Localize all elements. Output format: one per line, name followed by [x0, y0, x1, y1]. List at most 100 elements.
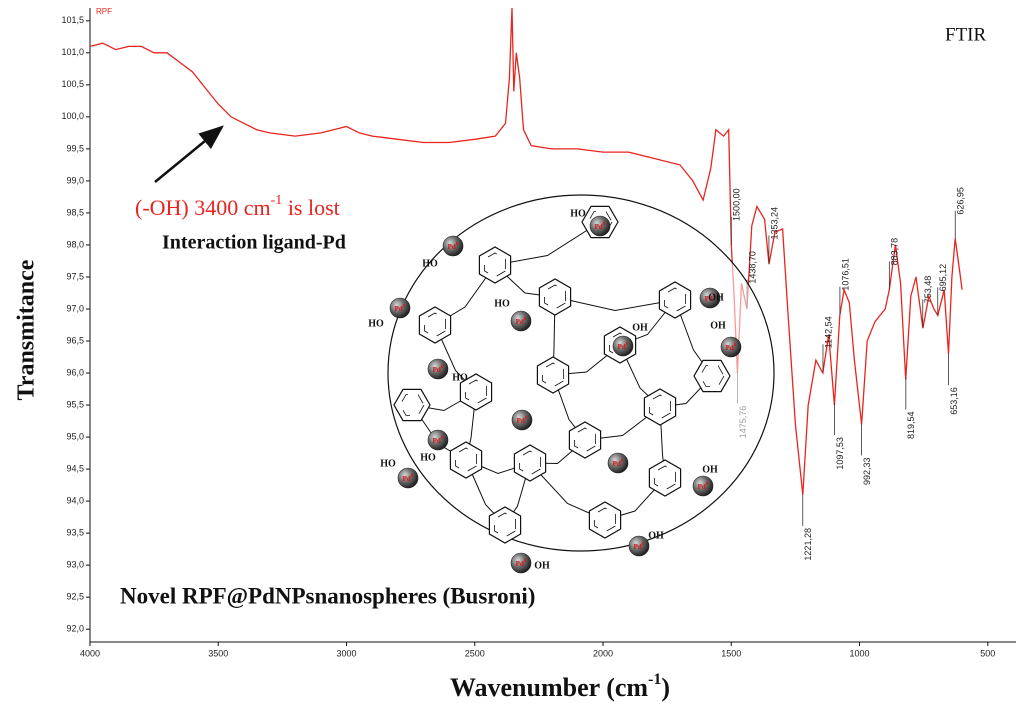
- x-axis-label-end: ): [661, 673, 670, 702]
- annotation-text: (-OH) 3400 cm: [135, 195, 271, 220]
- peak-label: 1500,00: [732, 188, 742, 221]
- peak-label: 1076,51: [840, 258, 850, 291]
- benzene-inner: [494, 512, 516, 538]
- pd-nanoparticle: [607, 452, 629, 474]
- spectrum-line: [89, 7, 963, 495]
- y-tick-label: 99,5: [66, 143, 84, 153]
- pd-label: Pd0: [448, 242, 459, 250]
- x-tick-label: 2000: [593, 648, 613, 658]
- peak-label: 1097,53: [835, 437, 845, 470]
- pd-label-base: Pd: [517, 417, 525, 425]
- benzene-ring: [488, 506, 522, 544]
- benzene-ring: [658, 281, 692, 319]
- hydroxyl-label: HO: [422, 258, 438, 269]
- peak-label: 753,48: [923, 276, 933, 304]
- pd-label: Pd0: [433, 365, 444, 373]
- y-tick-label: 95,0: [66, 431, 84, 441]
- pd-label-base: Pd: [516, 318, 524, 326]
- pd-label-sup: 0: [734, 343, 737, 348]
- pd-nanoparticle: [628, 535, 650, 557]
- y-tick-label: 100,5: [61, 79, 84, 89]
- pd-label: Pd0: [595, 222, 606, 230]
- y-tick-label: 92,0: [66, 624, 84, 634]
- caption: Novel RPF@PdNPsnanospheres (Busroni): [120, 583, 535, 609]
- x-axis-label-text: Wavenumber (cm: [450, 673, 648, 702]
- pd-label-base: Pd: [395, 305, 403, 313]
- pd-label-sup: 0: [706, 482, 709, 487]
- pd-label: Pd0: [516, 559, 527, 567]
- pd-label-base: Pd: [634, 543, 642, 551]
- pd-nanoparticle: [612, 335, 634, 357]
- pd-label-base: Pd: [448, 243, 456, 251]
- y-tick-label: 96,5: [66, 335, 84, 345]
- benzene-inner: [699, 365, 725, 387]
- bond: [494, 221, 601, 266]
- peak-label: 1438,70: [747, 251, 757, 284]
- annotation-end: is lost: [282, 195, 339, 220]
- hydroxyl-label: OH: [632, 322, 648, 333]
- pd-nanoparticle: [720, 336, 742, 358]
- y-tick-label: 94,0: [66, 495, 84, 505]
- benzene-ring: [418, 306, 452, 344]
- peak-label: 1142,54: [823, 316, 833, 348]
- benzene-ring: [693, 359, 731, 393]
- hydroxyl-label: OH: [708, 292, 724, 303]
- benzene-inner: [455, 447, 477, 473]
- benzene-ring: [568, 421, 602, 459]
- pd-nanoparticle: [427, 358, 449, 380]
- pd-label: Pd0: [634, 542, 645, 550]
- y-axis-label: Transmitance: [14, 259, 40, 400]
- pd-label: Pd0: [613, 459, 624, 467]
- peak-label: 992,33: [862, 458, 872, 486]
- benzene-inner: [519, 450, 541, 476]
- benzene-inner: [649, 394, 671, 420]
- benzene-inner: [664, 287, 686, 313]
- y-tick-label: 99,0: [66, 175, 84, 185]
- benzene-ring: [513, 444, 547, 482]
- benzene-inner: [484, 252, 506, 278]
- hydroxyl-label: HO: [494, 298, 510, 309]
- x-tick-label: 2500: [465, 648, 485, 658]
- pd-label: Pd0: [403, 474, 414, 482]
- pd-label-sup: 0: [713, 294, 716, 299]
- pd-nanoparticle: [442, 235, 464, 257]
- x-axis-label: Wavenumber (cm-1): [450, 671, 670, 702]
- arrow: [154, 125, 224, 183]
- pd-label-sup: 0: [642, 542, 645, 547]
- pd-label-sup: 0: [603, 222, 606, 227]
- series-tag: RPF: [96, 7, 112, 16]
- pd-nanoparticle: [589, 215, 611, 237]
- hydroxyl-label: HO: [570, 208, 586, 219]
- y-tick-label: 101,0: [61, 47, 84, 57]
- pd-label: Pd0: [726, 343, 737, 351]
- pd-label-sup: 0: [403, 304, 406, 309]
- pd-nanoparticle: [389, 297, 411, 319]
- y-tick-label: 93,5: [66, 528, 84, 538]
- benzene-ring: [648, 459, 682, 497]
- y-tick-label: 95,5: [66, 399, 84, 409]
- pd-label-sup: 0: [524, 559, 527, 564]
- pd-label-sup: 0: [456, 242, 459, 247]
- benzene-inner: [465, 379, 487, 405]
- y-tick-label: 94,5: [66, 463, 84, 473]
- pd-label: Pd0: [705, 294, 716, 302]
- benzene-ring: [449, 441, 483, 479]
- pd-label-sup: 0: [525, 416, 528, 421]
- annotation: (-OH) 3400 cm-1 is lost: [135, 193, 340, 220]
- benzene-inner: [399, 394, 425, 416]
- peak-label: 819,54: [906, 412, 916, 440]
- benzene-inner: [574, 427, 596, 453]
- pd-label: Pd0: [618, 342, 629, 350]
- hydroxyl-label: OH: [702, 464, 718, 475]
- x-tick-label: 500: [980, 648, 995, 658]
- y-tick-label: 97,0: [66, 303, 84, 313]
- pd-label: Pd0: [395, 304, 406, 312]
- pd-label-base: Pd: [726, 344, 734, 352]
- benzene-inner: [587, 211, 613, 233]
- pd-nanoparticle: [511, 409, 533, 431]
- peak-label: 695,12: [938, 264, 948, 292]
- hydroxyl-label: OH: [648, 530, 664, 541]
- benzene-ring: [459, 373, 493, 411]
- benzene-ring: [393, 388, 431, 422]
- hydroxyl-label: HO: [420, 452, 436, 463]
